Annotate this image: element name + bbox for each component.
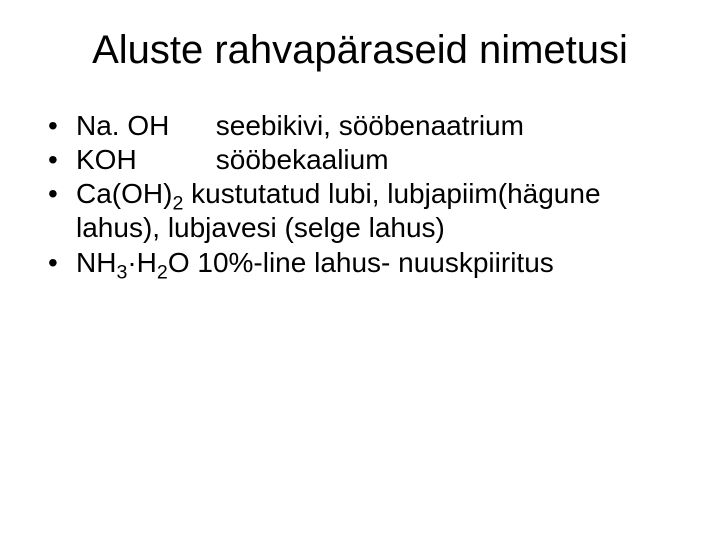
list-item: KOH sööbekaalium bbox=[48, 143, 680, 177]
list-item: NH3·H2O 10%-line lahus- nuuskpiiritus bbox=[48, 246, 680, 280]
chem-desc: 10%-line lahus- nuuskpiiritus bbox=[197, 247, 553, 278]
slide-title: Aluste rahvapäraseid nimetusi bbox=[40, 28, 680, 73]
slide: Aluste rahvapäraseid nimetusi Na. OH see… bbox=[0, 0, 720, 540]
chem-formula: NH3·H2O bbox=[76, 246, 190, 280]
chem-formula: Ca(OH)2 bbox=[76, 177, 183, 211]
list-item: Ca(OH)2 kustutatud lubi, lubjapiim(hägun… bbox=[48, 177, 680, 245]
chem-desc: sööbekaalium bbox=[216, 144, 389, 175]
chem-formula: Na. OH bbox=[76, 109, 208, 143]
chem-desc: seebikivi, sööbenaatrium bbox=[216, 110, 524, 141]
chem-formula: KOH bbox=[76, 143, 208, 177]
list-item: Na. OH seebikivi, sööbenaatrium bbox=[48, 109, 680, 143]
bullet-list: Na. OH seebikivi, sööbenaatrium KOH sööb… bbox=[40, 109, 680, 280]
